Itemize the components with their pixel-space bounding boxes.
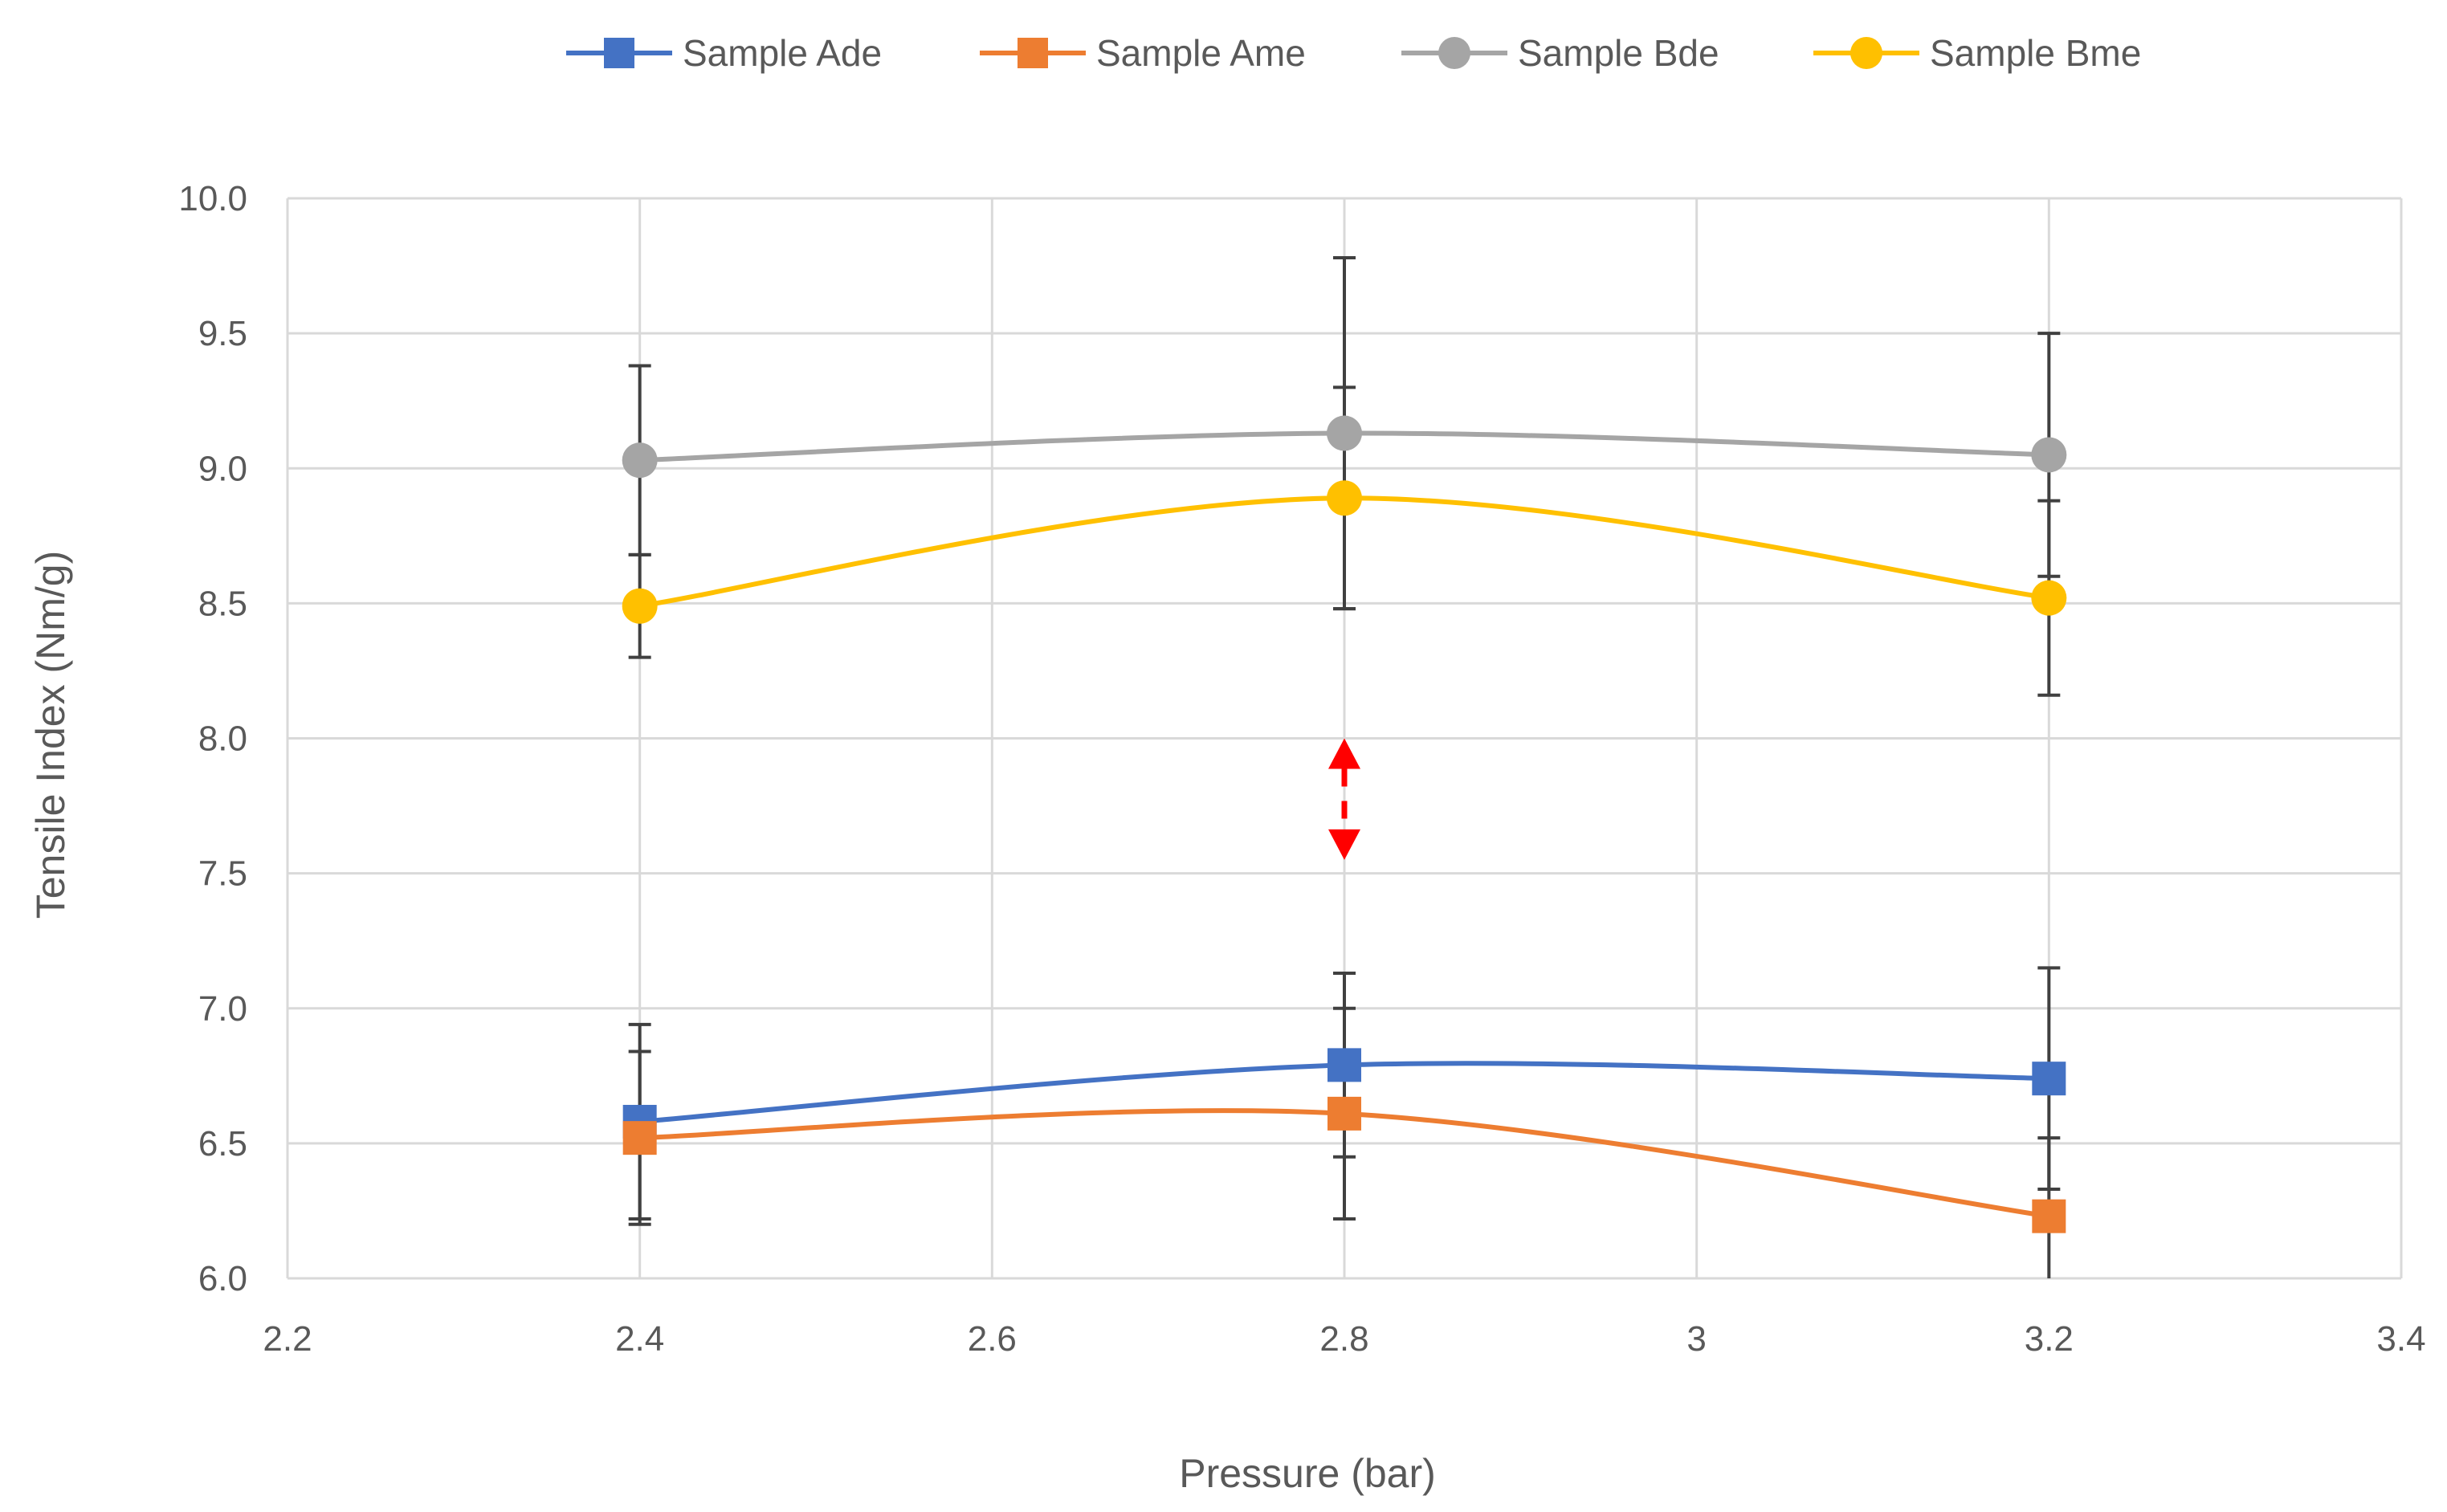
x-tick-label: 3 xyxy=(1686,1319,1706,1359)
y-tick-label: 8.0 xyxy=(198,719,247,759)
annotation-arrow-head-up xyxy=(1328,738,1360,769)
x-tick-label: 2.4 xyxy=(615,1319,664,1359)
legend-label: Sample Ame xyxy=(1096,32,1306,74)
y-tick-label: 9.5 xyxy=(198,314,247,353)
series xyxy=(622,415,2067,1233)
x-axis-title: Pressure (bar) xyxy=(1179,1451,1436,1496)
data-point-circle xyxy=(622,588,658,624)
y-tick-label: 6.0 xyxy=(198,1259,247,1298)
legend-label: Sample Bme xyxy=(1930,32,2141,74)
x-tick-label: 2.8 xyxy=(1319,1319,1368,1359)
legend-label: Sample Ade xyxy=(683,32,882,74)
data-point-square xyxy=(2032,1062,2066,1096)
x-tick-label: 2.2 xyxy=(263,1319,312,1359)
x-tick-label: 3.4 xyxy=(2376,1319,2425,1359)
legend-marker-circle xyxy=(1850,37,1882,69)
data-point-circle xyxy=(2031,580,2067,616)
legend-marker-square xyxy=(604,38,634,68)
legend-marker-circle xyxy=(1438,37,1470,69)
legend: Sample Ade Sample Ame Sample Bde Sample Bme xyxy=(566,32,2141,74)
data-point-circle xyxy=(2031,437,2067,473)
y-tick-label: 6.5 xyxy=(198,1124,247,1164)
y-axis-title: Tensile Index (Nm/g) xyxy=(28,551,73,919)
x-tick-label: 2.6 xyxy=(968,1319,1017,1359)
y-tick-label: 7.0 xyxy=(198,989,247,1029)
y-tick-label: 8.5 xyxy=(198,584,247,623)
x-axis-ticks: 2.2 2.4 2.6 2.8 3 3.2 3.4 xyxy=(263,1319,2425,1359)
data-point-square xyxy=(1327,1096,1361,1131)
data-point-circle xyxy=(1327,415,1362,451)
data-point-circle xyxy=(622,442,658,479)
y-axis-ticks: 6.0 6.5 7.0 7.5 8.0 8.5 9.0 9.5 10.0 xyxy=(178,179,247,1298)
y-tick-label: 7.5 xyxy=(198,854,247,894)
data-point-square xyxy=(1327,1048,1361,1082)
data-point-square xyxy=(2032,1199,2066,1233)
annotation-arrow-head-down xyxy=(1328,829,1360,860)
legend-label: Sample Bde xyxy=(1518,32,1719,74)
x-tick-label: 3.2 xyxy=(2025,1319,2074,1359)
y-tick-label: 10.0 xyxy=(178,179,247,218)
annotations xyxy=(1328,738,1360,860)
y-tick-label: 9.0 xyxy=(198,449,247,488)
data-point-circle xyxy=(1327,480,1362,516)
legend-marker-square xyxy=(1018,38,1048,68)
data-point-square xyxy=(622,1121,657,1155)
